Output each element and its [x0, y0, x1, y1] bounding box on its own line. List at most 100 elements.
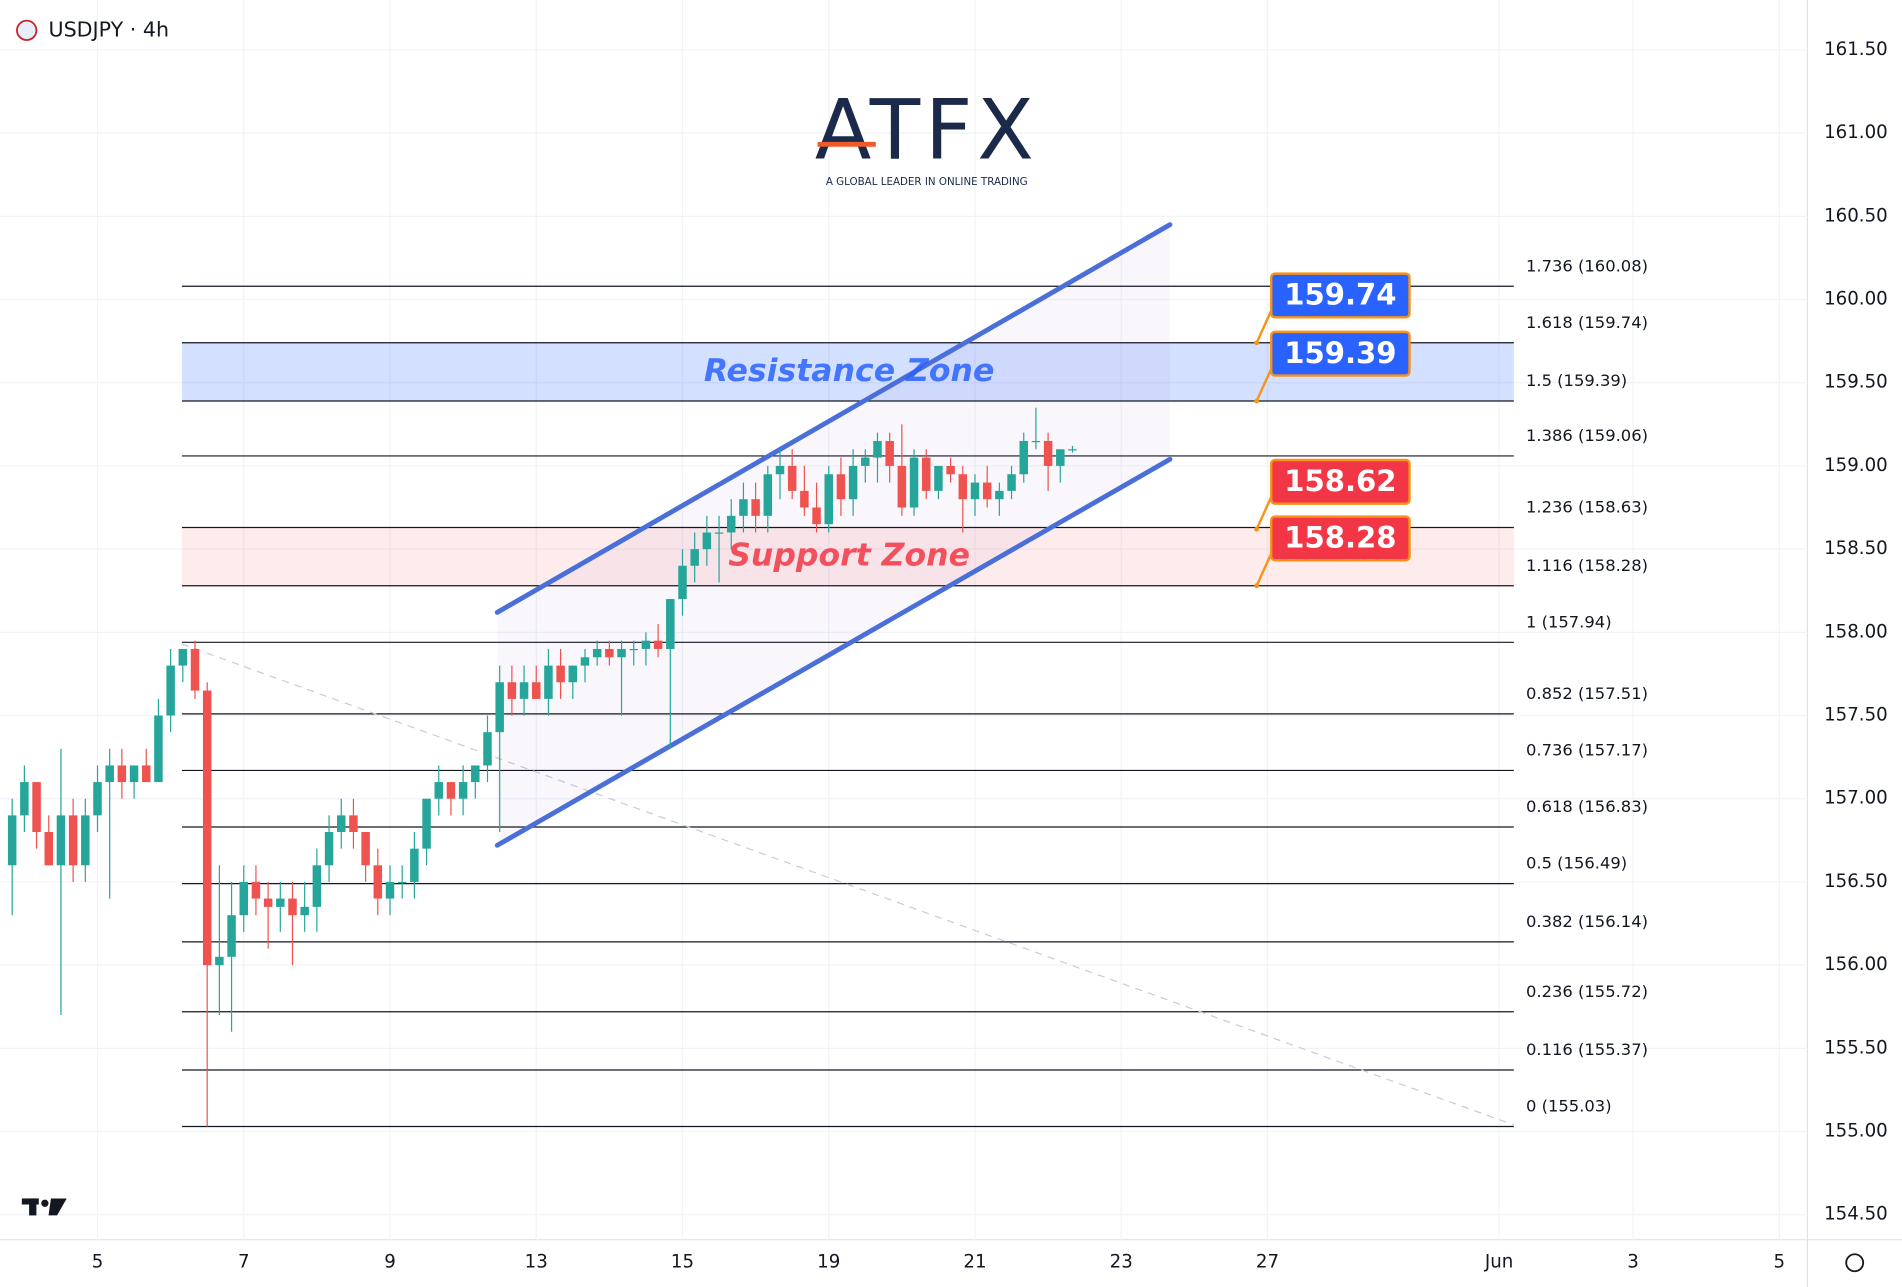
fib-label: 1.386 (159.06) [1526, 426, 1648, 445]
callout-label: 159.74 [1284, 278, 1396, 312]
candle-body [251, 881, 261, 899]
y-tick-label: 160.50 [1824, 205, 1888, 226]
candle-body [946, 465, 955, 475]
candle-body [288, 898, 297, 916]
x-tick-label: 3 [1627, 1252, 1639, 1273]
x-tick-label: 5 [1774, 1252, 1786, 1273]
candle-body [848, 465, 858, 500]
y-tick-label: 160.00 [1824, 289, 1888, 310]
candle-body [641, 640, 651, 649]
y-tick-label: 156.50 [1824, 871, 1888, 892]
x-tick-label: 13 [525, 1252, 548, 1273]
candle-body [215, 956, 224, 966]
candle-body [166, 665, 175, 716]
candle-body [202, 690, 212, 966]
candle-body [142, 765, 151, 783]
x-tick-label: 27 [1256, 1252, 1279, 1273]
candle-body [605, 648, 614, 658]
candle-body [568, 665, 578, 683]
y-tick-label: 154.50 [1824, 1204, 1888, 1225]
candle-body [422, 798, 431, 849]
fib-label: 0 (155.03) [1526, 1097, 1612, 1116]
candle-body [787, 465, 797, 491]
candle-body [1007, 474, 1016, 491]
x-tick-label: 5 [92, 1252, 104, 1273]
candle-body [934, 465, 943, 491]
y-tick-label: 161.00 [1824, 122, 1888, 143]
candle-body [434, 782, 443, 799]
channel [494, 222, 1173, 848]
candle-body [824, 474, 833, 525]
candle-body [873, 440, 882, 458]
x-tick-label: 9 [384, 1252, 396, 1273]
axes: 154.50 155.00 155.50 156.00 156.50 157.00 157.… [92, 39, 1888, 1273]
channel-upper [494, 222, 1173, 615]
callout-box [1270, 330, 1411, 377]
y-tick-label: 161.50 [1824, 39, 1888, 60]
zone-label: Resistance Zone [704, 353, 995, 389]
candle-body [897, 465, 907, 508]
candle-body [1068, 449, 1077, 451]
candle-body [1019, 440, 1028, 475]
settings-icon[interactable] [1845, 1253, 1865, 1273]
candle-body [678, 565, 687, 600]
fibonacci: 1.736 (160.08) 1.618 (159.74) 1.5 (159.39)… [181, 256, 1648, 1128]
callout-label: 158.62 [1284, 464, 1396, 498]
candle-body [32, 782, 41, 833]
candle-body [56, 815, 66, 866]
candle-body [982, 482, 992, 500]
candle-body [775, 465, 785, 475]
x-tick-label: Jun [1484, 1252, 1513, 1273]
candle-body [300, 906, 309, 916]
candle-body [263, 898, 273, 907]
candle-body [385, 881, 395, 899]
trend-line [181, 643, 1514, 1126]
fib-label: 0.852 (157.51) [1526, 684, 1648, 703]
zone-label: Support Zone [728, 538, 970, 574]
candle-body [154, 715, 163, 783]
candle-body [397, 881, 407, 884]
candle-body [909, 457, 919, 508]
fib-label: 0.5 (156.49) [1526, 854, 1627, 873]
callout-anchor [1254, 340, 1260, 346]
candle-body [629, 648, 638, 651]
candle-body [446, 782, 456, 799]
candle-body [129, 765, 139, 783]
candle-body [178, 648, 188, 666]
candle-body [312, 865, 322, 907]
x-tick-label: 15 [671, 1252, 694, 1273]
candle-body [1031, 440, 1041, 443]
candle-body [739, 499, 748, 516]
candle-body [44, 832, 53, 866]
fib-label: 0.236 (155.72) [1526, 982, 1648, 1001]
candle-body [519, 682, 529, 699]
callout-label: 159.39 [1284, 336, 1396, 370]
candle-body [471, 765, 480, 783]
y-tick-label: 157.50 [1824, 705, 1888, 726]
candle-body [410, 848, 419, 882]
candle-body [617, 648, 626, 658]
candle-body [531, 682, 541, 699]
fib-label: 1.5 (159.39) [1526, 371, 1627, 390]
y-tick-label: 159.50 [1824, 372, 1888, 393]
fib-label: 0.618 (156.83) [1526, 797, 1648, 816]
candle-body [751, 499, 760, 516]
candles [7, 407, 1077, 1127]
candle-body [763, 474, 773, 516]
candle-body [373, 865, 383, 899]
candle-body [324, 832, 334, 866]
x-tick-label: 23 [1110, 1252, 1133, 1273]
channel-lower [494, 456, 1173, 848]
y-tick-label: 155.50 [1824, 1037, 1888, 1058]
callout-box [1270, 272, 1411, 319]
grid [0, 0, 1808, 1240]
y-tick-label: 157.00 [1824, 788, 1888, 809]
candle-body [653, 640, 663, 649]
callouts: Resistance Zone Support Zone 159.74 159.39 1… [704, 272, 1411, 589]
x-tick-label: 7 [238, 1252, 250, 1273]
flag-icon [16, 19, 38, 41]
logo-name: ATFX [815, 82, 1039, 178]
candle-body [105, 765, 114, 783]
candle-body [68, 815, 78, 866]
